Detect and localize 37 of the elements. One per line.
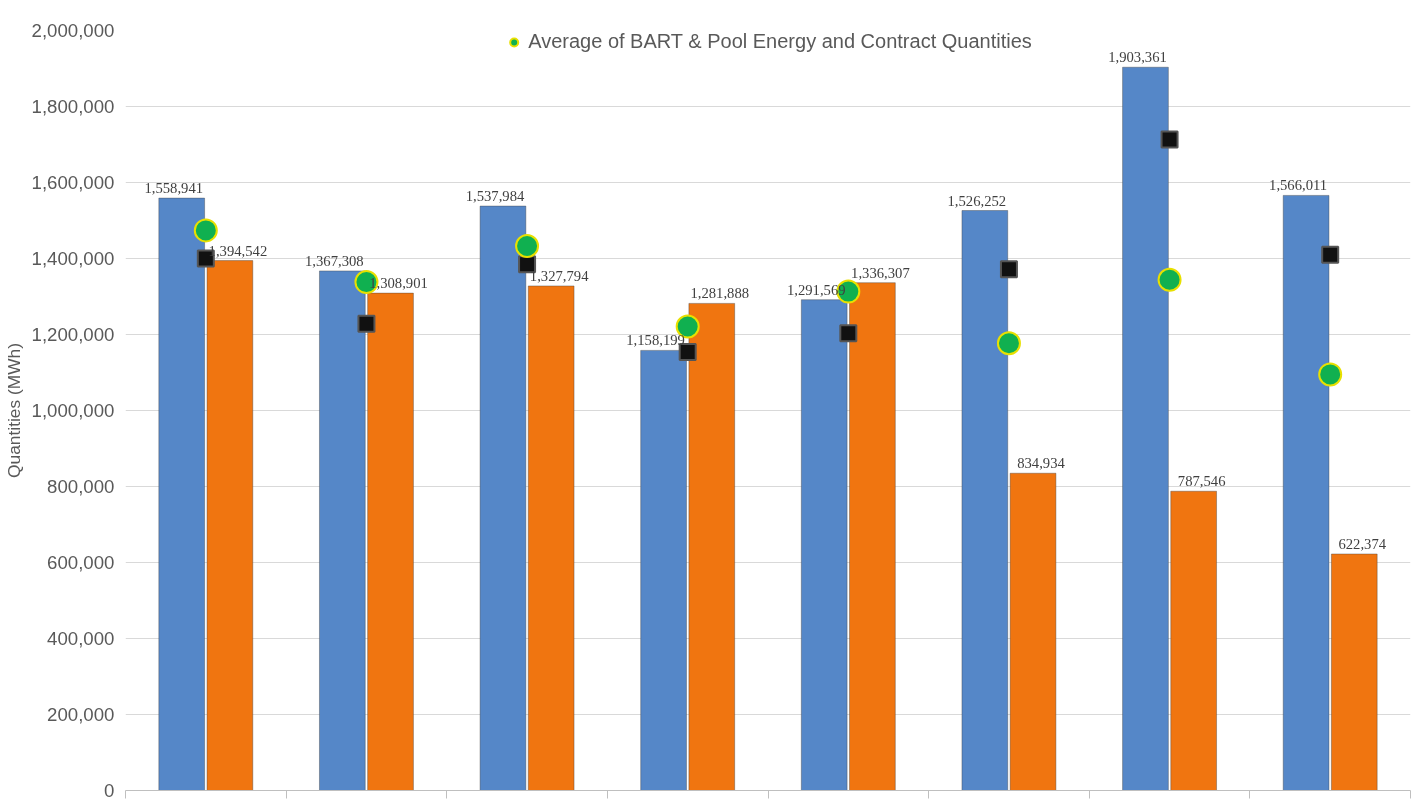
legend-label: Average of BART & Pool Energy and Contract Quantities xyxy=(528,30,1032,53)
data-label: 834,934 xyxy=(1017,455,1066,472)
point xyxy=(996,331,1021,356)
data-label: 1,336,307 xyxy=(851,264,910,281)
point xyxy=(1318,362,1343,387)
data-label: 1,327,794 xyxy=(529,267,590,284)
data-label: 1,394,542 xyxy=(208,242,268,259)
point xyxy=(357,314,376,333)
y-tick-label: 1,000,000 xyxy=(31,400,115,421)
y-tick-label: 800,000 xyxy=(47,476,115,497)
y-tick-label: 200,000 xyxy=(47,704,115,725)
data-label: 1,566,011 xyxy=(1269,177,1328,194)
data-label: 1,903,361 xyxy=(1108,49,1167,66)
data-label: 1,558,941 xyxy=(144,180,204,197)
data-label: 1,537,984 xyxy=(465,188,525,205)
point xyxy=(839,324,858,343)
y-tick-label: 1,200,000 xyxy=(31,324,115,345)
point xyxy=(1321,245,1340,264)
y-tick-label: 400,000 xyxy=(47,628,115,649)
y-tick-label: 1,400,000 xyxy=(31,248,115,269)
y-tick-label: 1,600,000 xyxy=(31,172,115,193)
data-label: 1,281,888 xyxy=(690,285,750,302)
data-label: 1,526,252 xyxy=(947,192,1007,209)
point xyxy=(999,260,1018,279)
y-tick-label: 1,800,000 xyxy=(31,96,115,117)
data-label: 622,374 xyxy=(1338,536,1387,552)
data-label: 1,367,308 xyxy=(305,252,364,269)
point xyxy=(1157,267,1182,292)
y-tick-label: 600,000 xyxy=(47,552,115,573)
y-tick-label: 0 xyxy=(104,780,115,801)
point xyxy=(1160,130,1179,149)
y-axis-title: Quantities (MWh) xyxy=(3,343,24,478)
y-tick-label: 2,000,000 xyxy=(31,20,115,41)
data-label: 787,546 xyxy=(1177,473,1226,490)
data-label: 1,158,199 xyxy=(626,332,685,349)
point xyxy=(193,218,218,243)
point xyxy=(515,233,540,258)
